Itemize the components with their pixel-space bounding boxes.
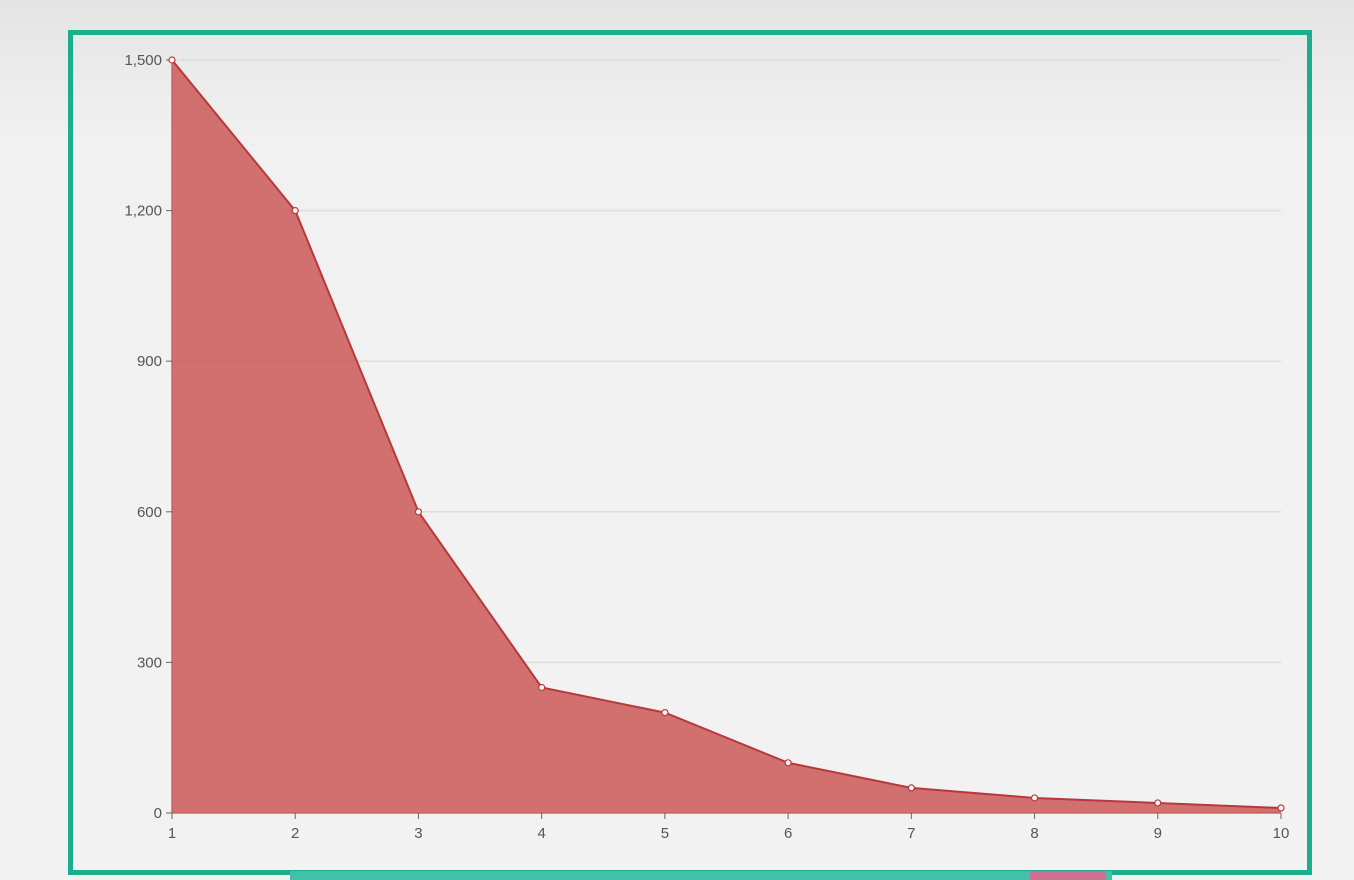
data-point	[291, 207, 299, 215]
y-tick-label: 1,200	[124, 203, 162, 220]
x-tick-label: 5	[661, 825, 669, 842]
y-tick-label: 1,500	[124, 52, 162, 69]
data-point	[1030, 794, 1039, 802]
data-point	[784, 759, 792, 767]
data-point	[661, 708, 669, 717]
x-tick-label: 3	[414, 825, 422, 842]
data-point	[538, 683, 546, 692]
data-point	[907, 784, 915, 792]
x-tick-label: 2	[291, 825, 299, 842]
x-tick-label: 4	[537, 825, 545, 842]
y-tick-label: 0	[154, 805, 162, 822]
bottom-scrollbar-marker[interactable]	[1030, 871, 1106, 880]
series-line	[171, 59, 1282, 809]
x-tick-label: 10	[1273, 825, 1290, 842]
series-area	[172, 60, 1281, 813]
data-point	[414, 508, 423, 516]
y-tick-label: 900	[137, 353, 162, 370]
bottom-scrollbar-track[interactable]	[290, 871, 1112, 880]
y-tick-label: 300	[137, 654, 162, 671]
data-point	[168, 56, 176, 64]
x-tick-label: 1	[168, 825, 176, 842]
x-tick-label: 9	[1154, 825, 1162, 842]
x-tick-label: 8	[1030, 825, 1038, 842]
x-tick-label: 7	[907, 825, 915, 842]
y-tick-label: 600	[137, 504, 162, 521]
data-point	[1154, 799, 1162, 807]
x-tick-label: 6	[784, 825, 792, 842]
data-point	[1277, 804, 1285, 812]
